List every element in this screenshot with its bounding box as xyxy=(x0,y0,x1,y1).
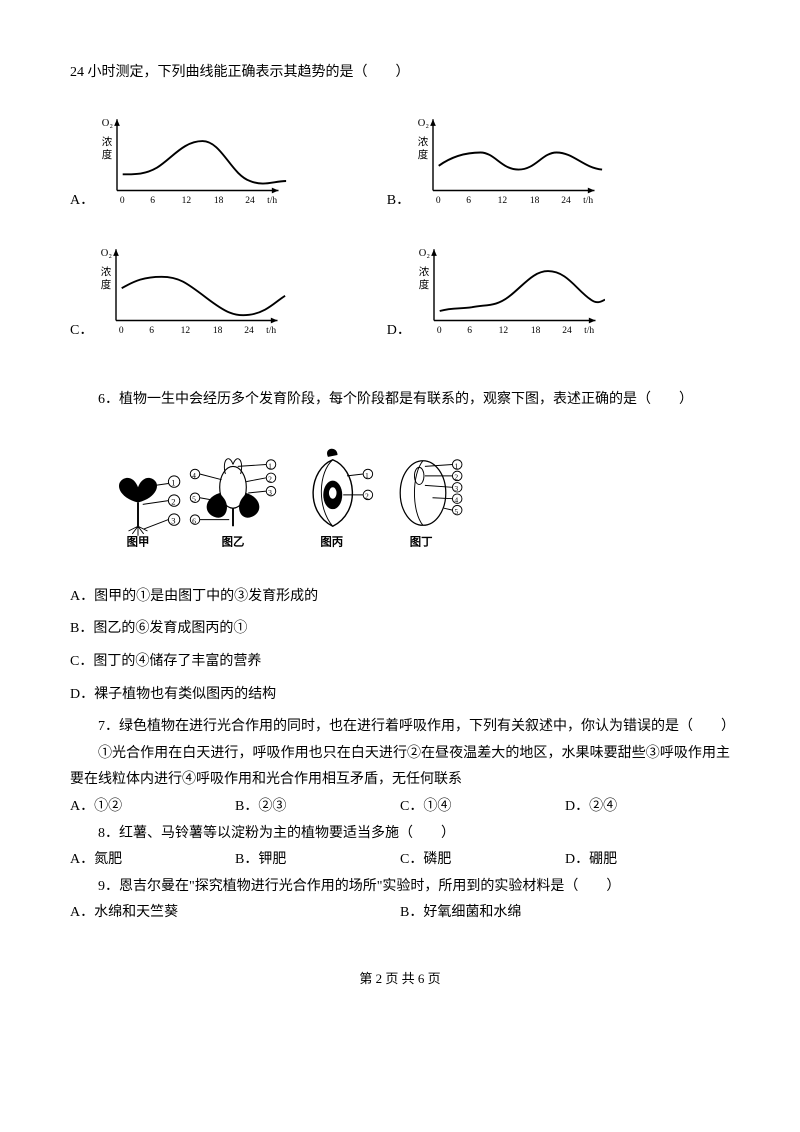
svg-text:4: 4 xyxy=(192,471,196,480)
svg-text:18: 18 xyxy=(531,325,541,335)
svg-text:度: 度 xyxy=(102,148,113,161)
svg-text:12: 12 xyxy=(499,325,509,335)
svg-text:18: 18 xyxy=(214,195,224,205)
svg-text:1: 1 xyxy=(171,478,175,488)
svg-text:6: 6 xyxy=(150,195,155,205)
q9-opt-a: A．水绵和天竺葵 xyxy=(70,900,400,927)
svg-text:图丁: 图丁 xyxy=(410,535,433,548)
svg-text:5: 5 xyxy=(454,507,458,516)
svg-text:3: 3 xyxy=(171,516,175,526)
svg-text:6: 6 xyxy=(467,325,472,335)
svg-text:12: 12 xyxy=(182,195,192,205)
svg-text:0: 0 xyxy=(120,195,125,205)
q8-options: A．氮肥 B．钾肥 C．磷肥 D．硼肥 xyxy=(70,847,730,874)
svg-text:O₂: O₂ xyxy=(102,117,114,128)
svg-text:0: 0 xyxy=(119,325,124,335)
opt-b-label: B． xyxy=(387,188,410,215)
svg-text:2: 2 xyxy=(268,475,272,484)
chart-a-cell: A． O₂ 浓 度 0 6 12 18 24 t/h xyxy=(70,107,387,217)
q6-opt-d: D．裸子植物也有类似图丙的结构 xyxy=(70,682,730,709)
q6-diagram: 1 2 3 图甲 1 2 3 4 5 6 图乙 xyxy=(100,433,730,564)
q7-options: A．①② B．②③ C．①④ D．②④ xyxy=(70,794,730,821)
q8-opt-d: D．硼肥 xyxy=(565,847,730,874)
chart-d-cell: D． O₂ 浓 度 0 6 12 18 24 t/h xyxy=(387,237,730,347)
chart-d-svg: O₂ 浓 度 0 6 12 18 24 t/h xyxy=(415,237,605,347)
svg-text:t/h: t/h xyxy=(584,325,594,335)
opt-d-label: D． xyxy=(387,318,411,345)
svg-text:6: 6 xyxy=(150,325,155,335)
svg-text:浓: 浓 xyxy=(418,135,429,147)
opt-c-label: C． xyxy=(70,318,93,345)
svg-text:图乙: 图乙 xyxy=(222,535,245,548)
svg-text:度: 度 xyxy=(418,148,429,161)
q7-opt-a: A．①② xyxy=(70,794,235,821)
svg-text:6: 6 xyxy=(192,517,196,526)
q7-opt-d: D．②④ xyxy=(565,794,730,821)
svg-text:浓: 浓 xyxy=(101,265,112,277)
svg-text:浓: 浓 xyxy=(102,135,113,147)
q8-opt-b: B．钾肥 xyxy=(235,847,400,874)
svg-text:度: 度 xyxy=(101,278,112,291)
svg-text:t/h: t/h xyxy=(583,195,593,205)
svg-text:3: 3 xyxy=(268,488,272,497)
svg-text:1: 1 xyxy=(454,461,458,470)
svg-text:24: 24 xyxy=(562,325,572,335)
q6-opt-b: B．图乙的⑥发育成图丙的① xyxy=(70,616,730,643)
q8-opt-c: C．磷肥 xyxy=(400,847,565,874)
svg-text:1: 1 xyxy=(268,461,272,470)
svg-text:18: 18 xyxy=(213,325,223,335)
svg-text:12: 12 xyxy=(181,325,191,335)
svg-text:0: 0 xyxy=(437,325,442,335)
svg-text:24: 24 xyxy=(245,195,255,205)
opt-a-label: A． xyxy=(70,188,94,215)
chart-b-cell: B． O₂ 浓 度 0 6 12 18 24 t/h xyxy=(387,107,730,217)
svg-text:2: 2 xyxy=(171,497,175,507)
svg-text:12: 12 xyxy=(498,195,508,205)
svg-text:t/h: t/h xyxy=(267,195,277,205)
svg-text:度: 度 xyxy=(419,278,430,291)
intro-line: 24 小时测定，下列曲线能正确表示其趋势的是（ ） xyxy=(70,60,730,87)
svg-text:0: 0 xyxy=(436,195,441,205)
q6-opt-c: C．图丁的④储存了丰富的营养 xyxy=(70,649,730,676)
q6-text: 6．植物一生中会经历多个发育阶段，每个阶段都是有联系的，观察下图，表述正确的是（… xyxy=(70,387,730,414)
svg-text:2: 2 xyxy=(454,473,458,482)
svg-text:图甲: 图甲 xyxy=(127,535,150,548)
svg-text:4: 4 xyxy=(454,496,458,505)
svg-text:O₂: O₂ xyxy=(101,247,113,258)
chart-c-svg: O₂ 浓 度 0 6 12 18 24 t/h xyxy=(97,237,287,347)
q9-text: 9．恩吉尔曼在"探究植物进行光合作用的场所"实验时，所用到的实验材料是（ ） xyxy=(70,874,730,901)
q7-text: 7．绿色植物在进行光合作用的同时，也在进行着呼吸作用，下列有关叙述中，你认为错误… xyxy=(70,714,730,741)
q8-text: 8．红薯、马铃薯等以淀粉为主的植物要适当多施（ ） xyxy=(70,821,730,848)
q6-diagram-svg: 1 2 3 图甲 1 2 3 4 5 6 图乙 xyxy=(100,433,480,553)
q7-opt-c: C．①④ xyxy=(400,794,565,821)
chart-c-cell: C． O₂ 浓 度 0 6 12 18 24 t/h xyxy=(70,237,387,347)
q8-opt-a: A．氮肥 xyxy=(70,847,235,874)
svg-text:2: 2 xyxy=(365,492,369,501)
svg-text:O₂: O₂ xyxy=(418,117,430,128)
svg-text:O₂: O₂ xyxy=(419,247,431,258)
page-footer: 第 2 页 共 6 页 xyxy=(70,967,730,992)
svg-text:18: 18 xyxy=(530,195,540,205)
svg-text:24: 24 xyxy=(561,195,571,205)
chart-b-svg: O₂ 浓 度 0 6 12 18 24 t/h xyxy=(414,107,604,217)
svg-text:6: 6 xyxy=(466,195,471,205)
charts-grid: A． O₂ 浓 度 0 6 12 18 24 t/h B． O₂ 浓 度 xyxy=(70,107,730,367)
q7-para: ①光合作用在白天进行，呼吸作用也只在白天进行②在昼夜温差大的地区，水果味要甜些③… xyxy=(70,741,730,794)
chart-a-svg: O₂ 浓 度 0 6 12 18 24 t/h xyxy=(98,107,288,217)
svg-text:5: 5 xyxy=(192,495,196,504)
q6-opt-a: A．图甲的①是由图丁中的③发育形成的 xyxy=(70,584,730,611)
q9-opt-b: B．好氧细菌和水绵 xyxy=(400,900,730,927)
q9-options: A．水绵和天竺葵 B．好氧细菌和水绵 xyxy=(70,900,730,927)
q6-options: A．图甲的①是由图丁中的③发育形成的 B．图乙的⑥发育成图丙的① C．图丁的④储… xyxy=(70,584,730,708)
svg-text:3: 3 xyxy=(454,484,458,493)
svg-text:24: 24 xyxy=(245,325,255,335)
svg-text:t/h: t/h xyxy=(266,325,276,335)
svg-text:浓: 浓 xyxy=(419,265,430,277)
q7-opt-b: B．②③ xyxy=(235,794,400,821)
svg-text:图丙: 图丙 xyxy=(320,535,343,548)
svg-text:1: 1 xyxy=(365,471,369,480)
